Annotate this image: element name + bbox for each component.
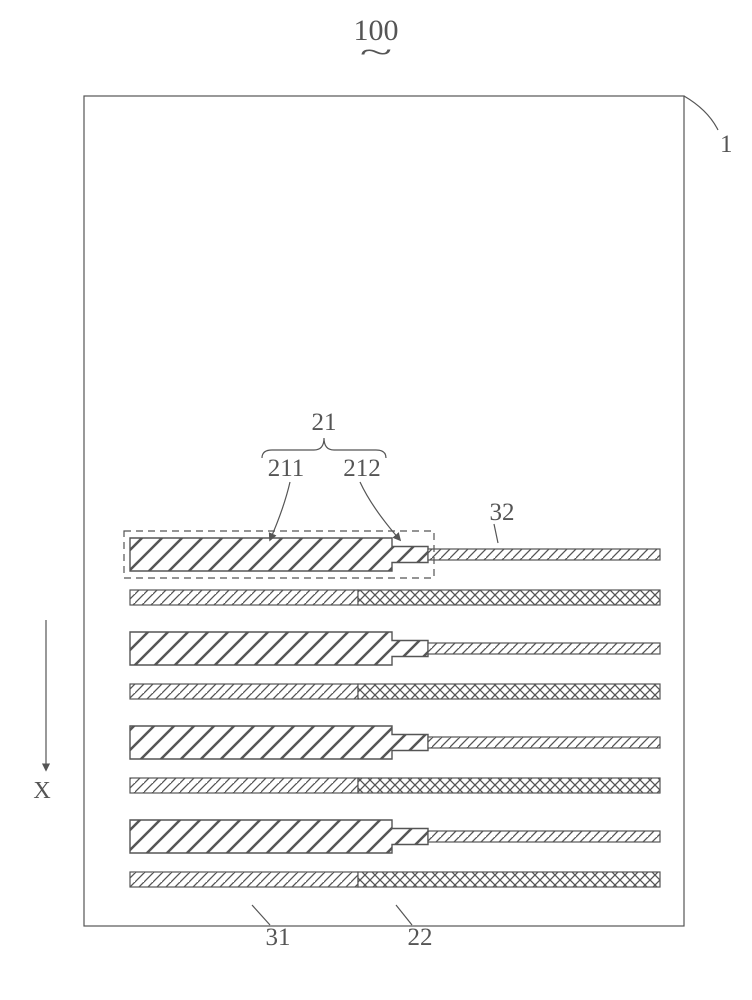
svg-text:31: 31	[266, 924, 291, 951]
leader-1	[684, 96, 718, 130]
svg-text:21: 21	[312, 409, 337, 436]
thin-ext-bar	[428, 643, 660, 654]
split-bar-left	[130, 872, 358, 887]
svg-text:32: 32	[490, 499, 515, 526]
stepped-bar	[130, 820, 428, 853]
stepped-bar	[130, 538, 428, 571]
split-bar-right	[358, 684, 660, 699]
diagram-svg: 100~1X21211212323122	[0, 0, 752, 1000]
svg-text:~: ~	[360, 36, 392, 69]
thin-ext-bar	[428, 737, 660, 748]
split-bar-right	[358, 872, 660, 887]
thin-ext-bar	[428, 549, 660, 560]
stepped-bar	[130, 632, 428, 665]
panel-rect	[84, 96, 684, 926]
svg-text:X: X	[33, 778, 50, 804]
split-bar-left	[130, 590, 358, 605]
svg-text:211: 211	[268, 455, 305, 482]
split-bar-right	[358, 778, 660, 793]
split-bar-left	[130, 778, 358, 793]
thin-ext-bar	[428, 831, 660, 842]
svg-text:1: 1	[720, 131, 733, 158]
split-bar-left	[130, 684, 358, 699]
svg-text:22: 22	[408, 924, 433, 951]
stepped-bar	[130, 726, 428, 759]
svg-text:212: 212	[343, 455, 381, 482]
figure-canvas: { "figure": { "ref_label": "100", "tilde…	[0, 0, 752, 1000]
split-bar-right	[358, 590, 660, 605]
